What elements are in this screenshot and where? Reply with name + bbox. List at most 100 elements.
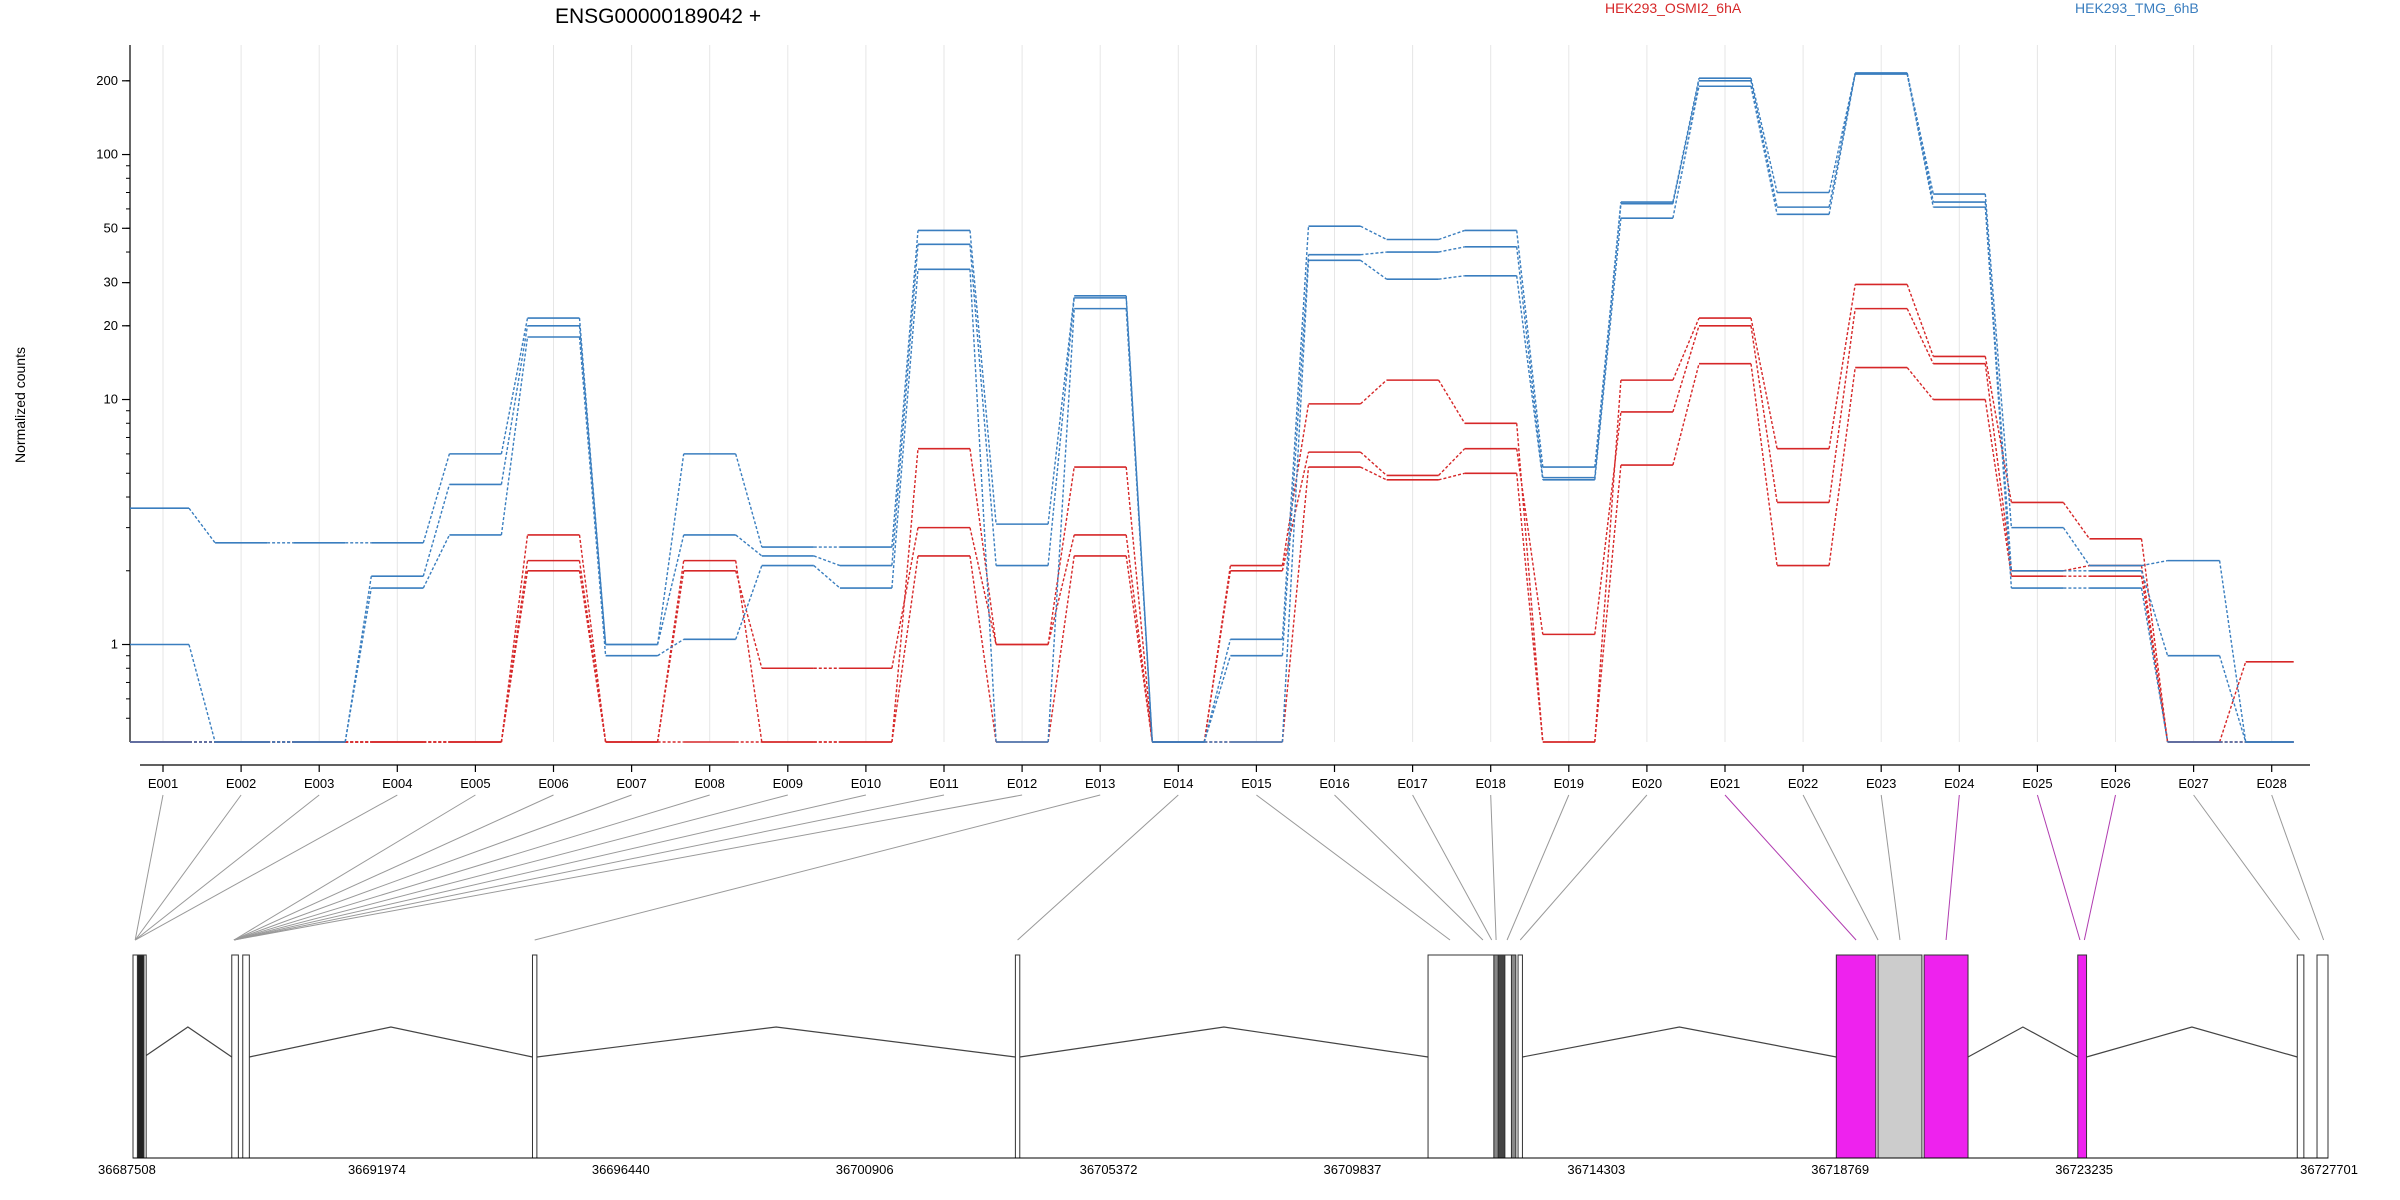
exon-transition-mark (1281, 260, 1310, 743)
exon-box-e013 (1835, 954, 1877, 1159)
exon-transition-mark (1516, 448, 1544, 635)
exon-box-e006 (1014, 954, 1021, 1159)
genomic-coordinates: 36687508 36691974 36696440 36700906 36705372… (98, 1157, 2358, 1177)
exon-transition-mark (735, 453, 763, 548)
exon-transition-mark (1438, 472, 1465, 481)
exon-transition-mark (422, 453, 451, 544)
exon-transition-mark (578, 325, 607, 645)
exon-transition-mark (1672, 325, 1700, 413)
exon-transition-mark (1750, 86, 1778, 215)
connector-e019 (1506, 794, 1570, 941)
exon-box-e007 (1427, 954, 1495, 1159)
exon-transition-mark (2140, 576, 2169, 743)
connector-e013 (534, 794, 1101, 941)
connector-e008 (233, 794, 710, 941)
x-tick-label-e009: E009 (773, 776, 803, 791)
exon-transition-mark (969, 448, 997, 645)
exon-transition-mark (891, 230, 919, 548)
connector-e001 (134, 794, 164, 941)
exon-transition-mark (813, 555, 841, 567)
connector-e009 (233, 794, 788, 941)
coordinate-label: 36718769 (1811, 1162, 1869, 1177)
y-tick-label: 10 (104, 392, 118, 407)
exon-transition-mark (500, 317, 529, 455)
exon-transition-mark (1438, 229, 1465, 241)
exon-transition-mark (891, 269, 919, 589)
x-tick-label-e014: E014 (1163, 776, 1193, 791)
exon-transition-mark (1594, 203, 1622, 478)
exon-transition-mark (578, 570, 607, 743)
exon-transition-mark (891, 527, 919, 669)
coordinate-label: 36709837 (1324, 1162, 1382, 1177)
exon-transition-mark (1906, 284, 1934, 357)
y-tick-label: 50 (104, 220, 118, 235)
x-tick-label-e021: E021 (1710, 776, 1740, 791)
exon-transition-mark (188, 507, 216, 544)
exon-transition-mark (1672, 317, 1700, 381)
exon-transition-mark (735, 534, 763, 557)
x-tick-label-e012: E012 (1007, 776, 1037, 791)
coordinate-label: 36700906 (836, 1162, 894, 1177)
gridlines (162, 45, 2273, 742)
connector-e025 (2036, 794, 2081, 941)
x-tick-label-e011: E011 (929, 776, 958, 791)
x-tick-label-e027: E027 (2178, 776, 2208, 791)
connector-e022 (1802, 794, 1879, 941)
coordinate-label: 36691974 (348, 1162, 406, 1177)
exon-transition-mark (735, 565, 763, 640)
series-lines (130, 72, 2294, 743)
connector-e011 (233, 794, 945, 941)
connector-e017 (1412, 794, 1493, 941)
exon-box-e011 (1510, 954, 1517, 1159)
exon-box-e010 (1504, 954, 1512, 1159)
exon-transition-mark (500, 325, 529, 485)
exon-transition-mark (2218, 655, 2247, 743)
exon-transition-mark (1203, 570, 1232, 743)
exon-connectors (134, 794, 2325, 941)
connector-e002 (134, 794, 242, 941)
coordinate-label: 36696440 (592, 1162, 650, 1177)
exon-transition-mark (1750, 363, 1778, 566)
exon-transition-mark (1828, 308, 1856, 503)
y-tick-label: 20 (104, 318, 118, 333)
connector-e016 (1334, 794, 1484, 941)
exon-transition-mark (1594, 218, 1622, 480)
x-tick-label-e006: E006 (538, 776, 568, 791)
exon-transition-mark (1360, 466, 1387, 481)
exon-box-e012 (1517, 954, 1523, 1159)
connector-e010 (233, 794, 867, 941)
exon-transition-mark (2141, 559, 2168, 567)
x-tick-label-e015: E015 (1241, 776, 1271, 791)
exon-transition-mark (1672, 363, 1700, 466)
exon-box-e002 (136, 954, 145, 1159)
connector-e015 (1256, 794, 1451, 941)
exon-transition-mark (891, 448, 919, 743)
exon-transition-mark (578, 336, 607, 656)
exon-transition-mark (1438, 275, 1465, 280)
exon-transition-mark (2140, 587, 2169, 743)
series-line (130, 73, 2294, 743)
chart-title: ENSG00000189042 + (555, 5, 761, 28)
exon-transition-mark (1750, 317, 1778, 449)
exon-transition-mark (2063, 564, 2090, 572)
exon-transition-mark (656, 534, 685, 645)
exon-transition-mark (1906, 308, 1934, 365)
series-line (130, 307, 2294, 743)
y-axis-label: Normalized counts (12, 347, 28, 463)
exon-transition-mark (969, 555, 997, 743)
exon-transition-mark (1516, 230, 1544, 468)
y-tick-label: 200 (96, 73, 118, 88)
exon-transition-mark (2218, 560, 2247, 743)
x-tick-label-e026: E026 (2100, 776, 2130, 791)
exon-transition-mark (1438, 379, 1466, 424)
intron-line (1967, 1026, 2079, 1058)
exon-transition-mark (1203, 639, 1232, 743)
exon-transition-mark (1438, 448, 1466, 476)
exon-transition-mark (1750, 78, 1778, 193)
exon-transition-mark (656, 453, 685, 645)
connector-e018 (1490, 794, 1497, 941)
exon-transition-mark (188, 644, 216, 743)
exon-transition-mark (1594, 380, 1622, 743)
x-tick-label-e002: E002 (226, 776, 256, 791)
